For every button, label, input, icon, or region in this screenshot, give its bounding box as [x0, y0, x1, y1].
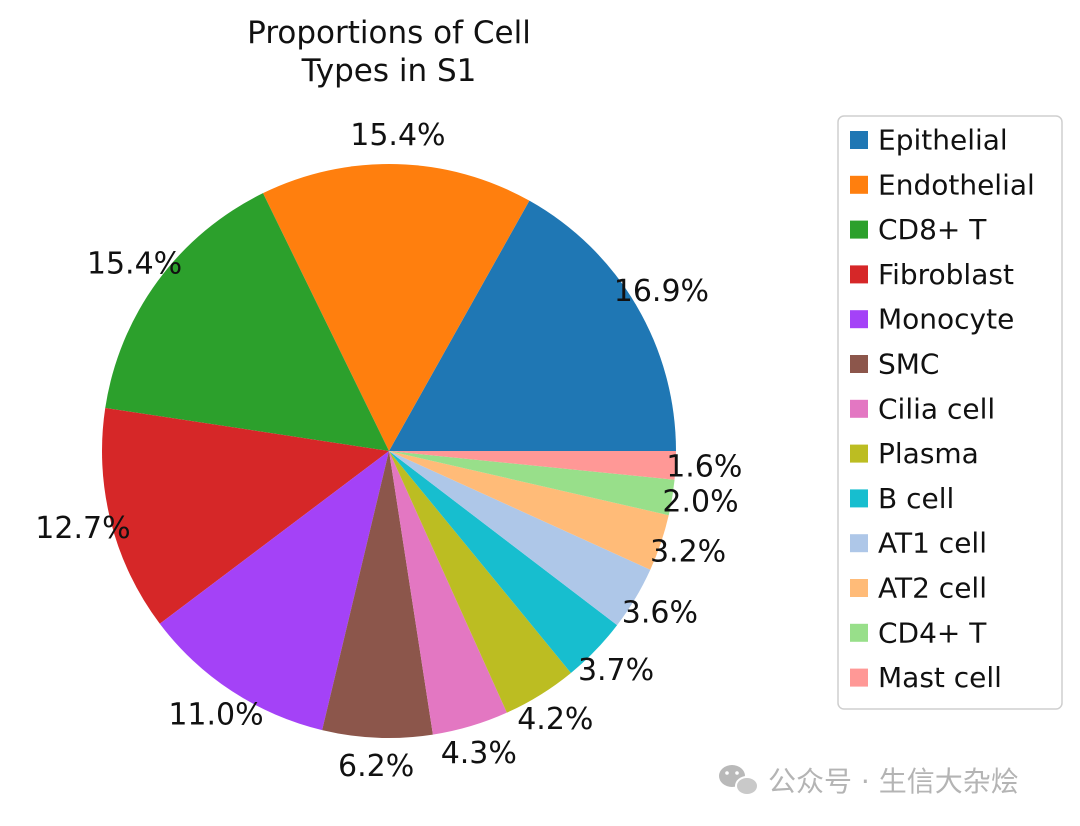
pie-slice-smc [322, 451, 433, 738]
legend-swatch-smc [850, 355, 868, 373]
legend-label-endothelial: Endothelial [878, 168, 1035, 201]
pie-slice-mast-cell [389, 451, 676, 480]
legend-label-at2-cell: AT2 cell [878, 572, 987, 605]
pct-label-at1-cell: 3.6% [622, 596, 698, 631]
legend-label-plasma: Plasma [878, 437, 979, 470]
chart-title-line-2: Types in S1 [301, 53, 477, 89]
legend-label-smc: SMC [878, 348, 939, 381]
pie-slice-endothelial [262, 164, 530, 452]
pct-label-at2-cell: 3.2% [650, 535, 726, 570]
pie-slice-monocyte [159, 451, 389, 731]
legend-label-cd8-t: CD8+ T [878, 213, 987, 246]
pct-label-fibroblast: 12.7% [35, 511, 130, 546]
pct-label-epithelial: 16.9% [614, 274, 709, 309]
pie-slice-at1-cell [389, 451, 651, 626]
legend-swatch-cd8-t [850, 220, 868, 239]
legend-label-mast-cell: Mast cell [878, 661, 1002, 694]
legend-swatch-cilia-cell [850, 399, 868, 418]
pct-label-cilia-cell: 4.3% [441, 736, 517, 771]
pie-slice-epithelial [389, 200, 676, 451]
legend-swatch-at1-cell [850, 534, 868, 553]
chart-title-line-1: Proportions of Cell [247, 15, 531, 51]
pie-slice-cilia-cell [389, 451, 507, 735]
legend-label-epithelial: Epithelial [878, 124, 1008, 157]
legend-label-cilia-cell: Cilia cell [878, 392, 995, 425]
pct-label-endothelial: 15.4% [350, 118, 445, 153]
legend-label-b-cell: B cell [878, 482, 954, 515]
pie-slice-b-cell [389, 451, 618, 673]
legend-swatch-fibroblast [850, 265, 868, 284]
legend-label-fibroblast: Fibroblast [878, 258, 1014, 291]
legend: Epithelial Endothelial CD8+ T Fibroblast Mon… [837, 115, 1063, 710]
pct-label-cd4-t: 2.0% [662, 485, 738, 520]
legend-swatch-monocyte [850, 310, 868, 329]
watermark: 公众号 · 生信大杂烩 [719, 765, 1019, 798]
legend-swatch-plasma [850, 444, 868, 463]
pie-slice-cd4-t [389, 451, 675, 516]
pct-label-cd8-t: 15.4% [87, 247, 182, 282]
pct-label-mast-cell: 1.6% [666, 449, 742, 484]
legend-label-monocyte: Monocyte [878, 303, 1014, 336]
legend-swatch-at2-cell [850, 579, 868, 597]
legend-swatch-b-cell [850, 489, 868, 508]
legend-swatch-cd4-t [850, 623, 868, 642]
pct-label-smc: 6.2% [338, 749, 414, 784]
pie-percentage-labels: 16.9% 15.4% 15.4% 12.7% 11.0% 6.2% 4.3%4.2% 3.7… [35, 118, 742, 784]
legend-label-cd4-t: CD4+ T [878, 616, 987, 649]
legend-swatch-endothelial [850, 175, 868, 194]
pct-label-monocyte: 11.0% [168, 698, 263, 733]
pie-slice-plasma [389, 451, 571, 713]
legend-swatch-epithelial [850, 131, 868, 149]
legend-label-at1-cell: AT1 cell [878, 527, 987, 560]
wechat-icon [719, 765, 759, 796]
pie-slice-at2-cell [389, 451, 669, 570]
legend-items: Epithelial Endothelial CD8+ T Fibroblast Mon… [850, 124, 1035, 694]
pct-label-b-cell: 3.7% [578, 653, 654, 688]
pct-label-plasma: 4.2% [517, 702, 593, 737]
watermark-text: 公众号 · 生信大杂烩 [768, 765, 1019, 798]
pie-slice-cd8-t [105, 193, 389, 452]
legend-swatch-mast-cell [850, 668, 868, 687]
legend-frame [837, 115, 1063, 710]
pie-slices [102, 164, 676, 738]
pie-slice-fibroblast [102, 407, 389, 624]
